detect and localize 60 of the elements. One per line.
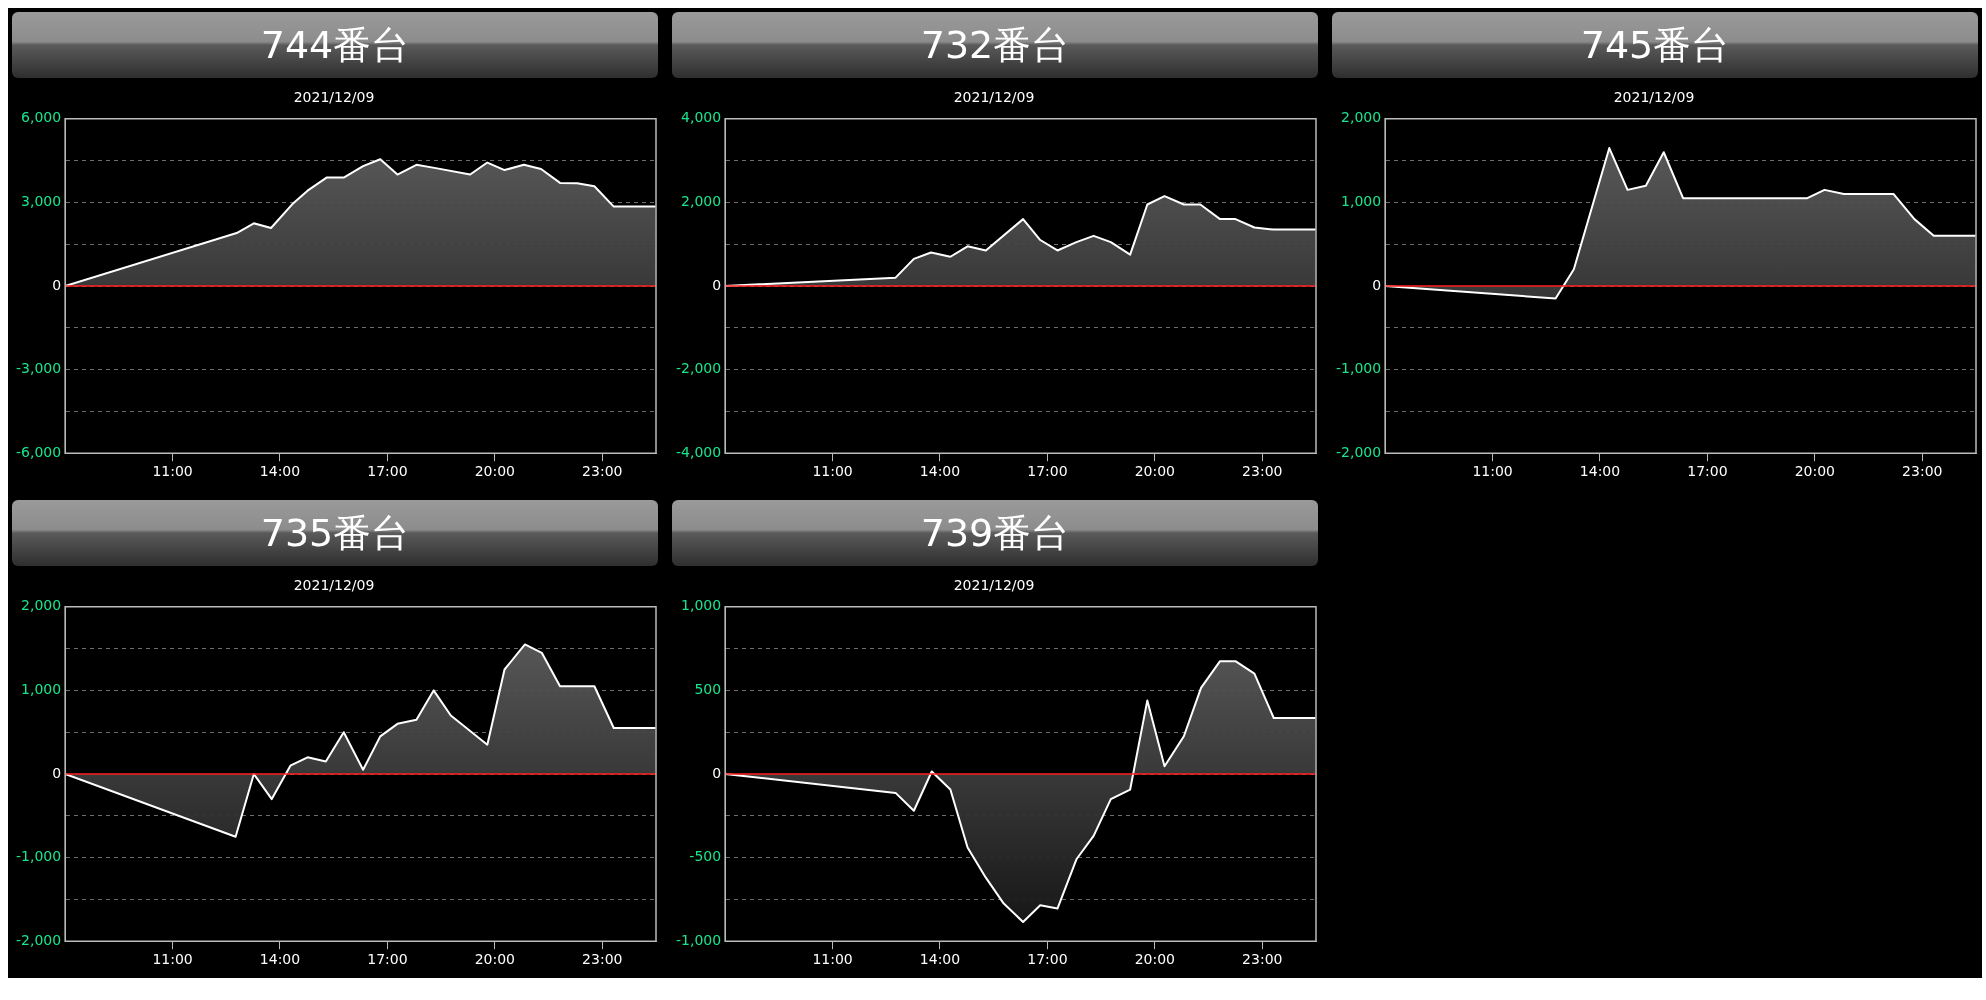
chart-subtitle: 2021/12/09	[293, 89, 375, 106]
y-tick-label: 1,000	[21, 681, 62, 698]
chart-subtitle: 2021/12/09	[953, 89, 1035, 106]
y-tick-label: -1,000	[1335, 360, 1382, 377]
y-tick-label: 0	[52, 764, 62, 781]
x-tick-label: 14:00	[1579, 463, 1621, 480]
x-tick-label: 23:00	[582, 951, 623, 968]
y-tick-label: -500	[689, 848, 722, 865]
x-tick-label: 20:00	[1134, 951, 1176, 968]
x-tick-label: 23:00	[1242, 951, 1283, 968]
x-tick-label: 11:00	[1472, 463, 1513, 480]
y-tick-label: 500	[694, 681, 722, 698]
x-tick-label: 17:00	[1027, 951, 1068, 968]
x-tick-label: 14:00	[919, 951, 961, 968]
y-tick-label: 2,000	[681, 193, 722, 210]
chart-title: 745番台	[1332, 12, 1978, 78]
y-tick-label: 1,000	[681, 597, 722, 614]
chart-subtitle: 2021/12/09	[1613, 89, 1695, 106]
y-tick-label: 0	[712, 276, 722, 293]
y-tick-label: 0	[52, 276, 62, 293]
y-tick-label: 2,000	[21, 597, 62, 614]
y-tick-label: -2,000	[675, 360, 722, 377]
x-tick-label: 20:00	[474, 463, 516, 480]
x-tick-label: 17:00	[1687, 463, 1728, 480]
x-tick-label: 11:00	[152, 463, 193, 480]
x-tick-label: 14:00	[259, 463, 301, 480]
x-tick-label: 11:00	[812, 951, 853, 968]
y-tick-label: 6,000	[21, 109, 62, 126]
x-tick-label: 14:00	[259, 951, 301, 968]
y-tick-label: -1,000	[675, 931, 722, 948]
x-tick-label: 11:00	[812, 463, 853, 480]
y-tick-label: -2,000	[1335, 443, 1382, 460]
y-tick-label: -3,000	[15, 360, 62, 377]
chart-title: 739番台	[672, 500, 1318, 566]
y-tick-label: -6,000	[15, 443, 62, 460]
y-tick-label: -1,000	[15, 848, 62, 865]
x-tick-label: 23:00	[582, 463, 623, 480]
x-tick-label: 23:00	[1902, 463, 1943, 480]
x-tick-label: 17:00	[1027, 463, 1068, 480]
x-tick-label: 11:00	[152, 951, 193, 968]
y-tick-label: -2,000	[15, 931, 62, 948]
chart-title: 744番台	[12, 12, 658, 78]
chart-subtitle: 2021/12/09	[953, 577, 1035, 594]
x-tick-label: 23:00	[1242, 463, 1283, 480]
chart-title: 735番台	[12, 500, 658, 566]
y-tick-label: 0	[1372, 276, 1382, 293]
x-tick-label: 14:00	[919, 463, 961, 480]
y-tick-label: 3,000	[21, 193, 62, 210]
chart-subtitle: 2021/12/09	[293, 577, 375, 594]
x-tick-label: 20:00	[1794, 463, 1836, 480]
x-tick-label: 17:00	[367, 463, 408, 480]
y-tick-label: -4,000	[675, 443, 722, 460]
x-tick-label: 20:00	[1134, 463, 1176, 480]
x-tick-label: 20:00	[474, 951, 516, 968]
y-tick-label: 1,000	[1341, 193, 1382, 210]
x-tick-label: 17:00	[367, 951, 408, 968]
y-tick-label: 4,000	[681, 109, 722, 126]
y-tick-label: 2,000	[1341, 109, 1382, 126]
y-tick-label: 0	[712, 764, 722, 781]
chart-title: 732番台	[672, 12, 1318, 78]
